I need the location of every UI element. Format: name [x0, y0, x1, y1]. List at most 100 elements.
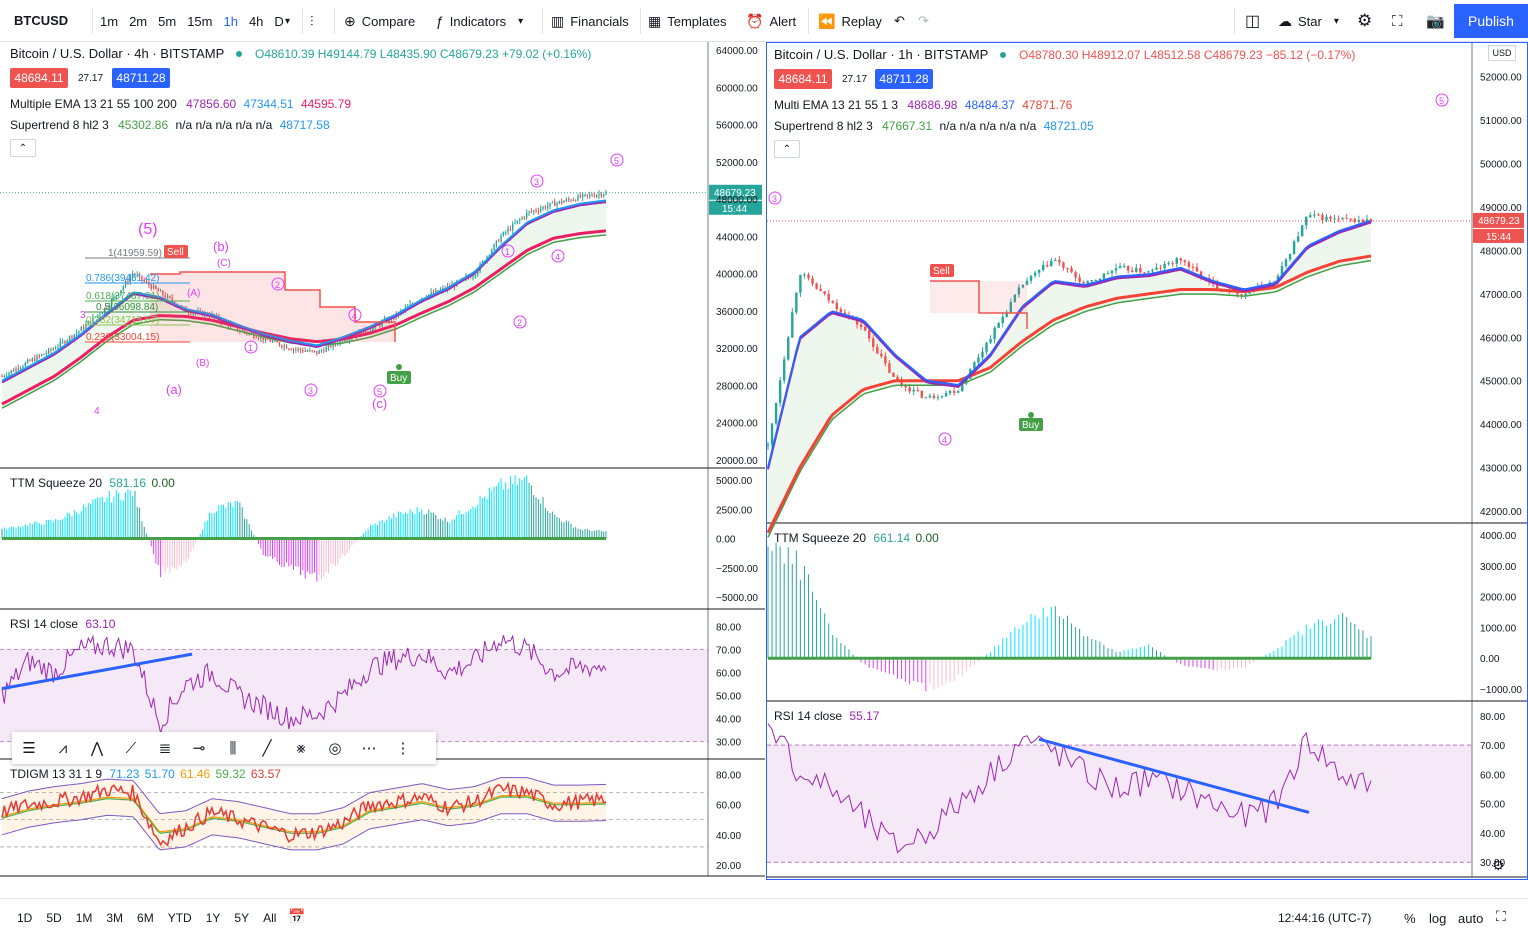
- plus-circle-icon: ⊕: [344, 12, 356, 29]
- rsi-axis-label: 60.00: [716, 669, 741, 680]
- range-1m[interactable]: 1M: [75, 911, 93, 925]
- percent-toggle[interactable]: %: [1404, 911, 1416, 926]
- star-button[interactable]: ☁ Star ▾: [1278, 12, 1339, 29]
- fullscreen-icon[interactable]: ⛶: [1496, 908, 1506, 924]
- candle-body: [584, 194, 586, 196]
- redo-icon[interactable]: ↷: [918, 13, 929, 28]
- candle-body: [491, 250, 493, 256]
- interval-1h[interactable]: 1h: [223, 13, 238, 29]
- tdi-axis-label: 80.00: [716, 771, 741, 782]
- log-toggle[interactable]: log: [1429, 911, 1447, 926]
- interval-5m[interactable]: 5m: [158, 13, 177, 29]
- ohlc-high: H48912.07: [1081, 48, 1141, 62]
- candle-body: [358, 331, 360, 337]
- fib-retracement-icon[interactable]: ≣: [158, 740, 172, 757]
- price-range-icon[interactable]: ⫼: [229, 739, 237, 757]
- range-1d[interactable]: 1D: [17, 911, 33, 925]
- fullscreen-icon[interactable]: ⛶: [1392, 12, 1403, 30]
- publish-button[interactable]: Publish: [1454, 4, 1528, 38]
- candle-body: [187, 312, 190, 314]
- right-chart-canvas[interactable]: 48679.2315:4452000.0051000.0050000.00490…: [767, 43, 1527, 879]
- layout-icon[interactable]: ◫: [1245, 13, 1261, 30]
- candle-body: [540, 208, 542, 212]
- fib-channel-icon[interactable]: ⋯: [361, 740, 377, 757]
- wave-circle-label: 2: [517, 318, 522, 328]
- ray-icon[interactable]: ╱: [262, 740, 272, 757]
- clock-time[interactable]: 12:44:16 (UTC-7): [1278, 911, 1372, 925]
- interval-2m[interactable]: 2m: [129, 13, 148, 29]
- candle-body: [1110, 270, 1114, 274]
- price-axis-label: 64000.00: [716, 46, 758, 57]
- auto-toggle[interactable]: auto: [1458, 911, 1484, 926]
- fib-level-label: 0.382(34715.67): [86, 315, 159, 326]
- candle-style-icon[interactable]: ⫶: [310, 12, 314, 29]
- range-1y[interactable]: 1Y: [205, 911, 221, 925]
- candle-body: [50, 349, 52, 351]
- gear-icon[interactable]: ⚙: [1492, 857, 1505, 873]
- candle-body: [774, 402, 778, 424]
- range-ytd[interactable]: YTD: [167, 911, 192, 925]
- compare-button[interactable]: ⊕ Compare: [344, 12, 416, 29]
- templates-button[interactable]: ▦ Templates: [648, 12, 727, 29]
- ttm-label: TTM Squeeze 20: [774, 531, 867, 545]
- collapse-legend-button[interactable]: ⌃: [774, 140, 800, 158]
- ttm-axis-label: −2500.00: [716, 564, 758, 575]
- wave-circle-marker: [304, 383, 318, 397]
- alert-button[interactable]: ⏰ Alert: [746, 12, 797, 29]
- buy-price-box[interactable]: 48711.28: [112, 68, 170, 88]
- range-all[interactable]: All: [263, 911, 277, 925]
- chevron-down-icon[interactable]: ▾: [285, 15, 291, 27]
- interval-1m[interactable]: 1m: [100, 13, 119, 29]
- candle-body: [940, 396, 944, 398]
- xabcd-icon[interactable]: ⨳: [296, 739, 306, 757]
- candle-body: [299, 348, 302, 351]
- trend-line-icon[interactable]: ⟋: [125, 739, 137, 757]
- supertrend-fill-area: [2, 200, 606, 409]
- left-chart-canvas[interactable]: 48679.2315:4464000.0060000.0056000.00520…: [0, 42, 765, 880]
- wave-label: (B): [196, 358, 209, 369]
- spread-value: 27.17: [78, 73, 104, 84]
- ema-label: Multiple EMA 13 21 55 100 200: [10, 97, 177, 111]
- symbol-search[interactable]: BTCUSD: [14, 13, 69, 28]
- countdown-tag: [1473, 228, 1524, 243]
- interval-4h[interactable]: 4h: [248, 13, 264, 29]
- parallel-channel-icon[interactable]: ⋮: [395, 740, 411, 757]
- candle-body: [82, 327, 85, 329]
- candle-body: [1309, 215, 1312, 217]
- range-6m[interactable]: 6M: [137, 911, 154, 925]
- candle-body: [117, 293, 120, 296]
- abcd-pattern-icon[interactable]: ⋀: [90, 740, 104, 757]
- candle-body: [961, 383, 964, 392]
- candle-body: [260, 336, 262, 339]
- candle-body: [924, 397, 928, 399]
- interval-15m[interactable]: 15m: [187, 13, 213, 29]
- range-5y[interactable]: 5Y: [234, 911, 250, 925]
- candle-body: [985, 342, 988, 352]
- horizontal-ray-icon[interactable]: ⊸: [192, 740, 206, 757]
- currency-label[interactable]: USD: [1488, 45, 1516, 61]
- range-5d[interactable]: 5D: [46, 911, 62, 925]
- fib-spiral-icon[interactable]: ◎: [328, 740, 342, 757]
- financials-button[interactable]: ▥ Financials: [551, 12, 629, 29]
- range-3m[interactable]: 3M: [106, 911, 124, 925]
- interval-D[interactable]: D: [274, 13, 284, 29]
- grip-icon[interactable]: ☰: [22, 740, 36, 757]
- buy-price-box[interactable]: 48711.28: [875, 69, 933, 89]
- candle-body: [977, 357, 980, 363]
- candle-body: [1086, 281, 1089, 284]
- wave-label: 3: [80, 310, 86, 321]
- collapse-legend-button[interactable]: ⌃: [10, 139, 36, 157]
- candle-body: [1240, 294, 1243, 296]
- pattern-icon[interactable]: ⩘: [58, 739, 68, 757]
- gear-icon[interactable]: ⚙: [1357, 11, 1373, 30]
- replay-button[interactable]: ⏪ Replay: [818, 12, 882, 29]
- candle-body: [22, 366, 24, 369]
- calendar-icon[interactable]: 📅: [288, 908, 306, 924]
- indicators-button[interactable]: ƒ Indicators ▾: [436, 13, 524, 29]
- sell-price-box[interactable]: 48684.11: [10, 68, 68, 88]
- camera-icon[interactable]: 📷: [1426, 13, 1445, 30]
- candle-body: [134, 274, 136, 276]
- sell-price-box[interactable]: 48684.11: [774, 69, 832, 89]
- undo-icon[interactable]: ↶: [894, 13, 905, 28]
- price-axis-label: 60000.00: [716, 83, 758, 94]
